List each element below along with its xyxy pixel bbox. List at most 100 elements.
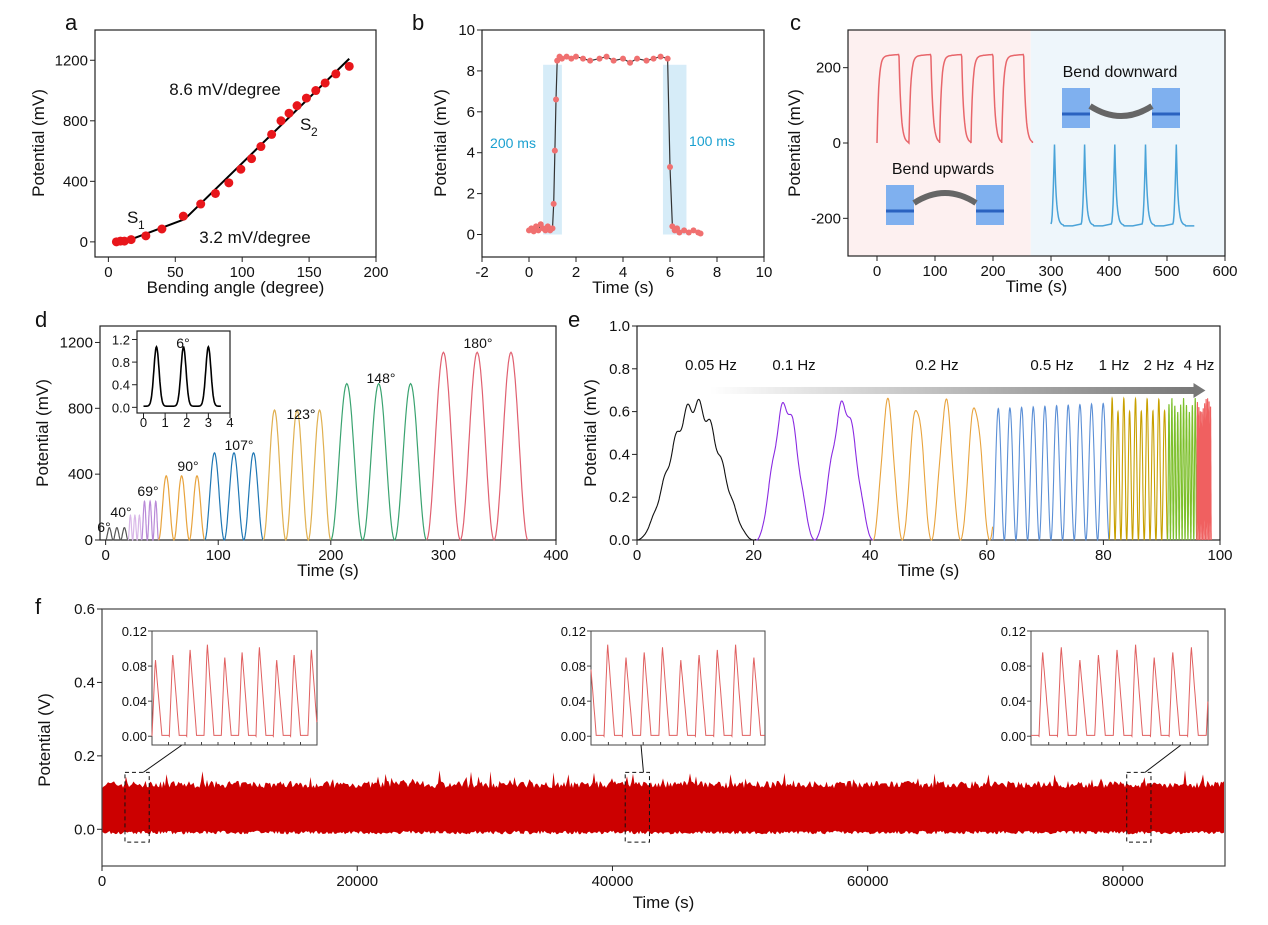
angle-series (158, 474, 206, 541)
angle-series (204, 451, 264, 541)
data-point (685, 229, 692, 236)
x-tick-label: 100 (1207, 547, 1232, 564)
segment-label: S (300, 115, 311, 134)
x-tick-label: 200 (363, 264, 388, 281)
data-point (535, 227, 542, 234)
y-tick-label: 0.4 (112, 378, 130, 393)
panel-label: e (568, 307, 580, 332)
x-axis-label: Time (s) (297, 561, 359, 580)
x-tick-label: 60000 (847, 873, 889, 890)
data-point (690, 227, 697, 234)
data-point (643, 57, 650, 64)
x-axis-label: Time (s) (592, 278, 654, 297)
inset-y-tick-label: 0.04 (122, 694, 147, 709)
x-tick-label: 0 (873, 263, 881, 280)
slope-annotation: 8.6 mV/degree (169, 80, 281, 99)
y-tick-label: 0 (833, 135, 841, 152)
y-axis-label: Potential (mV) (581, 379, 600, 487)
slope-annotation: 3.2 mV/degree (199, 228, 311, 247)
y-tick-label: 1.2 (112, 332, 130, 347)
angle-series (262, 408, 332, 542)
y-tick-label: 400 (63, 173, 88, 190)
x-tick-label: 50 (167, 264, 184, 281)
bend-downward-label: Bend downward (1063, 64, 1178, 81)
y-tick-label: 0.4 (609, 446, 630, 463)
data-point (267, 129, 277, 139)
segment-label-subscript: 2 (311, 125, 318, 139)
zoom-connector (1144, 744, 1182, 773)
bent-film (1088, 103, 1154, 119)
inset-y-tick-label: 0.12 (561, 624, 586, 639)
x-tick-label: 300 (431, 547, 456, 564)
y-tick-label: -200 (811, 210, 841, 227)
angle-label: 90° (177, 458, 198, 474)
data-point (573, 53, 579, 60)
data-point (563, 53, 570, 60)
frequency-series (1166, 397, 1198, 541)
inset-y-tick-label: 0.00 (561, 729, 586, 744)
inset-y-tick-label: 0.04 (1001, 694, 1026, 709)
y-axis-label: Potential (V) (35, 693, 54, 787)
y-tick-label: 0.8 (112, 355, 130, 370)
segment-label-subscript: 1 (138, 218, 145, 232)
x-tick-label: 200 (318, 547, 343, 564)
frequency-arrow (709, 386, 1195, 394)
x-tick-label: 10 (756, 264, 773, 281)
frequency-label: 0.05 Hz (685, 357, 737, 374)
frequency-label: 2 Hz (1144, 357, 1175, 374)
y-tick-label: 0.0 (112, 400, 130, 415)
data-point (681, 227, 688, 234)
x-tick-label: 80000 (1102, 873, 1144, 890)
x-tick-label: 40 (862, 547, 879, 564)
x-tick-label: 100 (206, 547, 231, 564)
data-point (320, 78, 330, 88)
inset-y-tick-label: 0.00 (1001, 729, 1026, 744)
data-point (551, 147, 558, 154)
frequency-series (637, 398, 757, 541)
data-point (553, 96, 560, 103)
potential-series (1050, 144, 1195, 227)
y-tick-label: 800 (68, 400, 93, 417)
data-point (650, 55, 657, 62)
frequency-series (756, 400, 874, 541)
x-tick-label: -2 (475, 264, 488, 281)
data-point (580, 55, 587, 62)
inset-frame (151, 630, 318, 746)
y-tick-label: 1200 (60, 334, 93, 351)
response-time-region (662, 64, 687, 235)
y-tick-label: 8 (467, 63, 475, 80)
y-tick-label: 1.0 (609, 318, 630, 335)
data-point (634, 55, 641, 62)
data-point (126, 235, 136, 245)
x-tick-label: 40000 (592, 873, 634, 890)
inset-title: 6° (176, 335, 189, 351)
x-tick-label: 0 (104, 264, 112, 281)
angle-label: 40° (110, 504, 131, 520)
inset-y-tick-label: 0.00 (122, 729, 147, 744)
clamp-block (1062, 88, 1090, 128)
data-point (236, 164, 246, 174)
x-tick-label: 0 (633, 547, 641, 564)
frequency-label: 1 Hz (1099, 357, 1130, 374)
angle-label: 107° (225, 437, 254, 453)
x-tick-label: 4 (226, 415, 233, 430)
data-point (196, 199, 206, 209)
x-tick-label: 2 (183, 415, 190, 430)
y-tick-label: 0 (80, 234, 88, 251)
x-tick-label: 2 (572, 264, 580, 281)
data-point (331, 69, 341, 79)
x-tick-label: 100 (922, 263, 947, 280)
data-point (664, 55, 671, 62)
x-tick-label: 200 (980, 263, 1005, 280)
angle-series (330, 382, 427, 541)
y-tick-label: 6 (467, 104, 475, 121)
data-point (210, 188, 220, 198)
x-axis-label: Time (s) (898, 561, 960, 580)
data-point (344, 61, 354, 71)
data-point (301, 93, 311, 103)
y-tick-label: 0.0 (74, 821, 95, 838)
x-tick-label: 60 (978, 547, 995, 564)
y-tick-label: 0.4 (74, 674, 95, 691)
plot-frame (636, 325, 1221, 541)
